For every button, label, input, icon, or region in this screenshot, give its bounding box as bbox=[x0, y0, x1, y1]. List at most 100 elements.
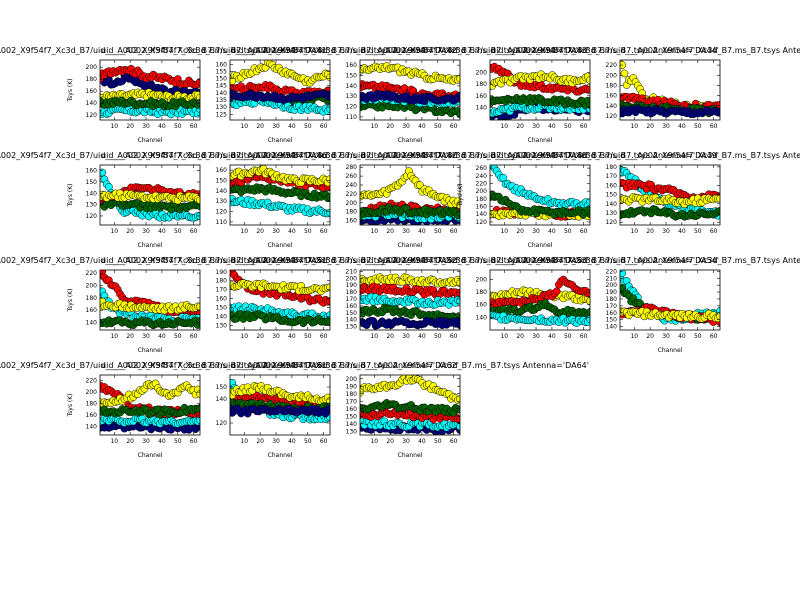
x-axis-label: Channel bbox=[268, 242, 293, 249]
y-tick-label: 280 bbox=[346, 164, 358, 171]
x-tick-label: 30 bbox=[272, 333, 280, 340]
y-tick-label: 210 bbox=[606, 275, 618, 282]
y-tick-label: 140 bbox=[476, 104, 488, 111]
x-tick-label: 60 bbox=[580, 228, 588, 235]
y-tick-label: 180 bbox=[606, 296, 618, 303]
subplot-title: uid___A002_X9f54f7_Xc3d_B7/uid___A002_X9… bbox=[361, 151, 719, 160]
y-tick-label: 140 bbox=[216, 396, 228, 403]
x-axis-label: Channel bbox=[268, 137, 293, 144]
subplot-8: uid___A002_X9f54f7_Xc3d_B7/uid___A002_X9… bbox=[231, 151, 589, 249]
x-tick-label: 20 bbox=[386, 333, 394, 340]
y-tick-label: 170 bbox=[346, 296, 358, 303]
x-tick-label: 40 bbox=[288, 438, 296, 445]
subplot-title: uid___A002_X9f54f7_Xc3d_B7/uid___A002_X9… bbox=[491, 46, 800, 55]
y-tick-label: 135 bbox=[216, 97, 228, 104]
x-tick-label: 30 bbox=[402, 123, 410, 130]
y-tick-label: 120 bbox=[346, 104, 358, 111]
x-tick-label: 50 bbox=[564, 228, 572, 235]
data-markers bbox=[490, 165, 590, 221]
y-tick-label: 150 bbox=[346, 310, 358, 317]
data-point bbox=[716, 207, 720, 215]
y-tick-label: 200 bbox=[476, 276, 488, 283]
x-tick-label: 10 bbox=[370, 123, 378, 130]
y-tick-label: 130 bbox=[216, 198, 228, 205]
x-tick-label: 20 bbox=[126, 333, 134, 340]
subplot-title: uid___A002_X9f54f7_Xc3d_B7/uid___A002_X9… bbox=[101, 46, 459, 55]
x-axis-label: Channel bbox=[658, 347, 683, 354]
subplot-16: uid___A002_X9f54f7_Xc3d_B7/uid___A002_X9… bbox=[0, 361, 329, 459]
y-tick-label: 120 bbox=[86, 112, 98, 119]
data-markers bbox=[490, 62, 590, 120]
x-tick-label: 10 bbox=[500, 123, 508, 130]
x-tick-label: 40 bbox=[418, 123, 426, 130]
y-tick-label: 180 bbox=[346, 391, 358, 398]
data-point bbox=[586, 288, 590, 297]
subplot-title: uid___A002_X9f54f7_Xc3d_B7/uid___A002_X9… bbox=[101, 151, 459, 160]
y-tick-label: 130 bbox=[346, 93, 358, 100]
x-tick-label: 20 bbox=[646, 228, 654, 235]
x-tick-label: 40 bbox=[158, 228, 166, 235]
plot-frame bbox=[99, 269, 201, 331]
plot-frame bbox=[619, 164, 721, 226]
y-tick-label: 180 bbox=[606, 82, 618, 89]
y-tick-label: 200 bbox=[86, 64, 98, 71]
x-tick-label: 60 bbox=[580, 123, 588, 130]
x-tick-label: 20 bbox=[516, 333, 524, 340]
y-tick-label: 200 bbox=[476, 188, 488, 195]
subplot-title: uid___A002_X9f54f7_Xc3d_B7/uid___A002_X9… bbox=[0, 46, 329, 55]
y-tick-label: 110 bbox=[346, 114, 358, 121]
x-tick-label: 10 bbox=[630, 333, 638, 340]
y-tick-label: 180 bbox=[86, 76, 98, 83]
y-tick-label: 140 bbox=[86, 190, 98, 197]
x-tick-label: 50 bbox=[694, 228, 702, 235]
x-tick-label: 50 bbox=[694, 123, 702, 130]
subplot-11: uid___A002_X9f54f7_Xc3d_B7/uid___A002_X9… bbox=[0, 256, 329, 354]
x-tick-label: 10 bbox=[370, 438, 378, 445]
y-tick-label: 180 bbox=[86, 401, 98, 408]
y-axis-label: Tsys (K) bbox=[67, 79, 74, 103]
x-tick-label: 10 bbox=[110, 228, 118, 235]
x-tick-label: 40 bbox=[678, 228, 686, 235]
x-tick-label: 10 bbox=[370, 333, 378, 340]
x-tick-label: 60 bbox=[320, 333, 328, 340]
plot-frame bbox=[359, 164, 461, 226]
y-tick-label: 160 bbox=[606, 182, 618, 189]
data-markers bbox=[230, 60, 330, 116]
subplot-15: uid___A002_X9f54f7_Xc3d_B7/uid___A002_X9… bbox=[491, 256, 800, 354]
y-tick-label: 150 bbox=[606, 317, 618, 324]
x-tick-label: 50 bbox=[174, 123, 182, 130]
x-axis-label: Channel bbox=[528, 242, 553, 249]
subplot-9: uid___A002_X9f54f7_Xc3d_B7/uid___A002_X9… bbox=[361, 151, 719, 249]
data-point bbox=[620, 270, 627, 278]
x-tick-label: 20 bbox=[646, 123, 654, 130]
plot-frame bbox=[359, 59, 461, 121]
x-tick-label: 10 bbox=[110, 123, 118, 130]
y-tick-label: 190 bbox=[606, 289, 618, 296]
x-tick-label: 10 bbox=[110, 333, 118, 340]
x-axis-label: Channel bbox=[398, 452, 423, 459]
y-tick-label: 160 bbox=[86, 168, 98, 175]
data-markers bbox=[230, 378, 330, 424]
y-tick-label: 140 bbox=[216, 90, 228, 97]
x-axis-label: Channel bbox=[398, 242, 423, 249]
subplot-title: uid___A002_X9f54f7_Xc3d_B7/uid___A002_X9… bbox=[101, 361, 459, 370]
y-tick-label: 150 bbox=[346, 73, 358, 80]
subplot-title: uid___A002_X9f54f7_Xc3d_B7/uid___A002_X9… bbox=[231, 361, 589, 370]
y-tick-label: 140 bbox=[606, 324, 618, 331]
data-point bbox=[716, 100, 720, 109]
y-tick-label: 160 bbox=[346, 303, 358, 310]
plot-frame bbox=[229, 374, 331, 436]
x-tick-label: 30 bbox=[272, 228, 280, 235]
y-tick-label: 200 bbox=[86, 389, 98, 396]
x-tick-label: 60 bbox=[450, 123, 458, 130]
x-tick-label: 20 bbox=[516, 228, 524, 235]
x-tick-label: 60 bbox=[710, 333, 718, 340]
x-tick-label: 40 bbox=[548, 123, 556, 130]
y-tick-label: 140 bbox=[86, 423, 98, 430]
y-tick-label: 220 bbox=[606, 62, 618, 69]
y-tick-label: 160 bbox=[606, 310, 618, 317]
y-tick-label: 180 bbox=[346, 209, 358, 216]
y-tick-label: 150 bbox=[216, 305, 228, 312]
data-markers bbox=[620, 270, 720, 327]
data-markers bbox=[360, 273, 460, 330]
